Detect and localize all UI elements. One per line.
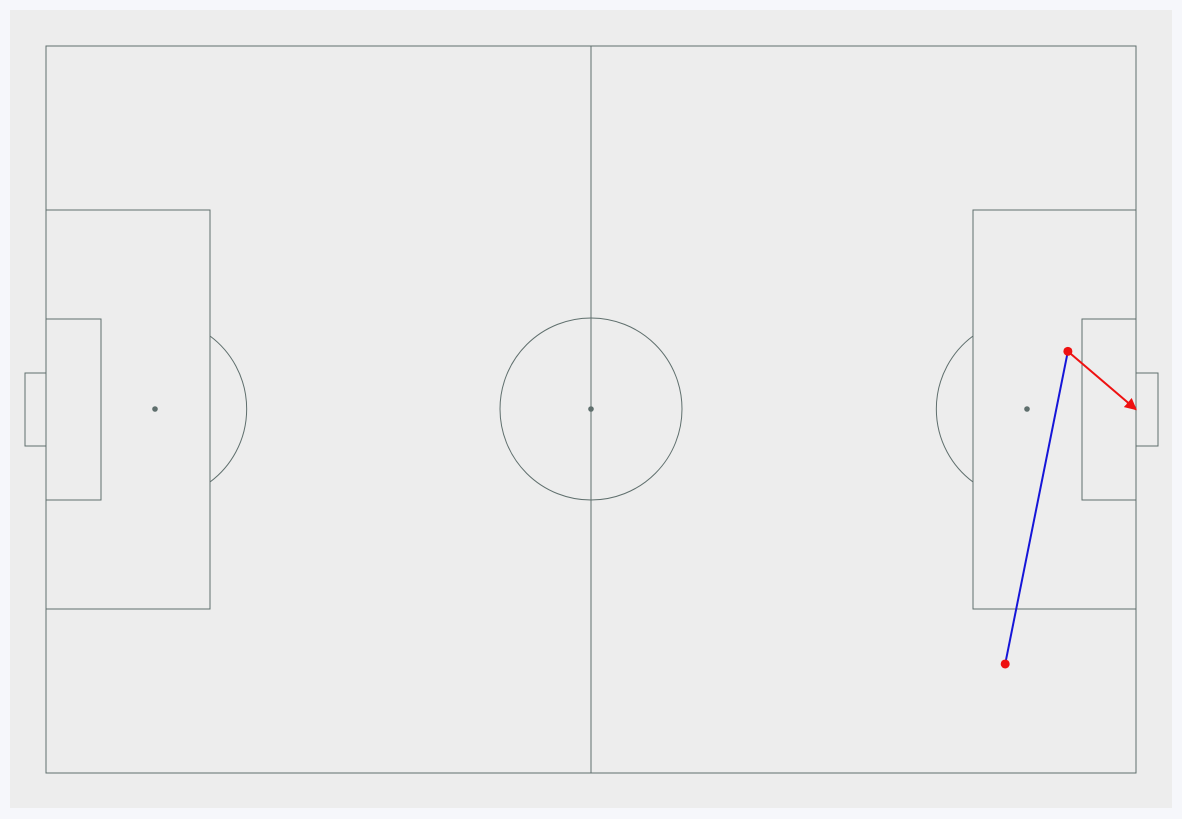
right-penalty-spot [1024, 406, 1030, 412]
pass-line [1004, 351, 1069, 665]
shot-line [1067, 350, 1137, 411]
right-penalty-arc [935, 335, 974, 483]
center-circle [499, 317, 683, 501]
left-goal [24, 372, 47, 447]
left-penalty-spot [152, 406, 158, 412]
shot-start-marker [1063, 346, 1073, 356]
pitch-markings [24, 45, 1159, 774]
center-spot [588, 406, 594, 412]
left-penalty-arc [209, 335, 248, 483]
event-layer [1000, 346, 1137, 669]
pass-start-marker [1000, 659, 1010, 669]
